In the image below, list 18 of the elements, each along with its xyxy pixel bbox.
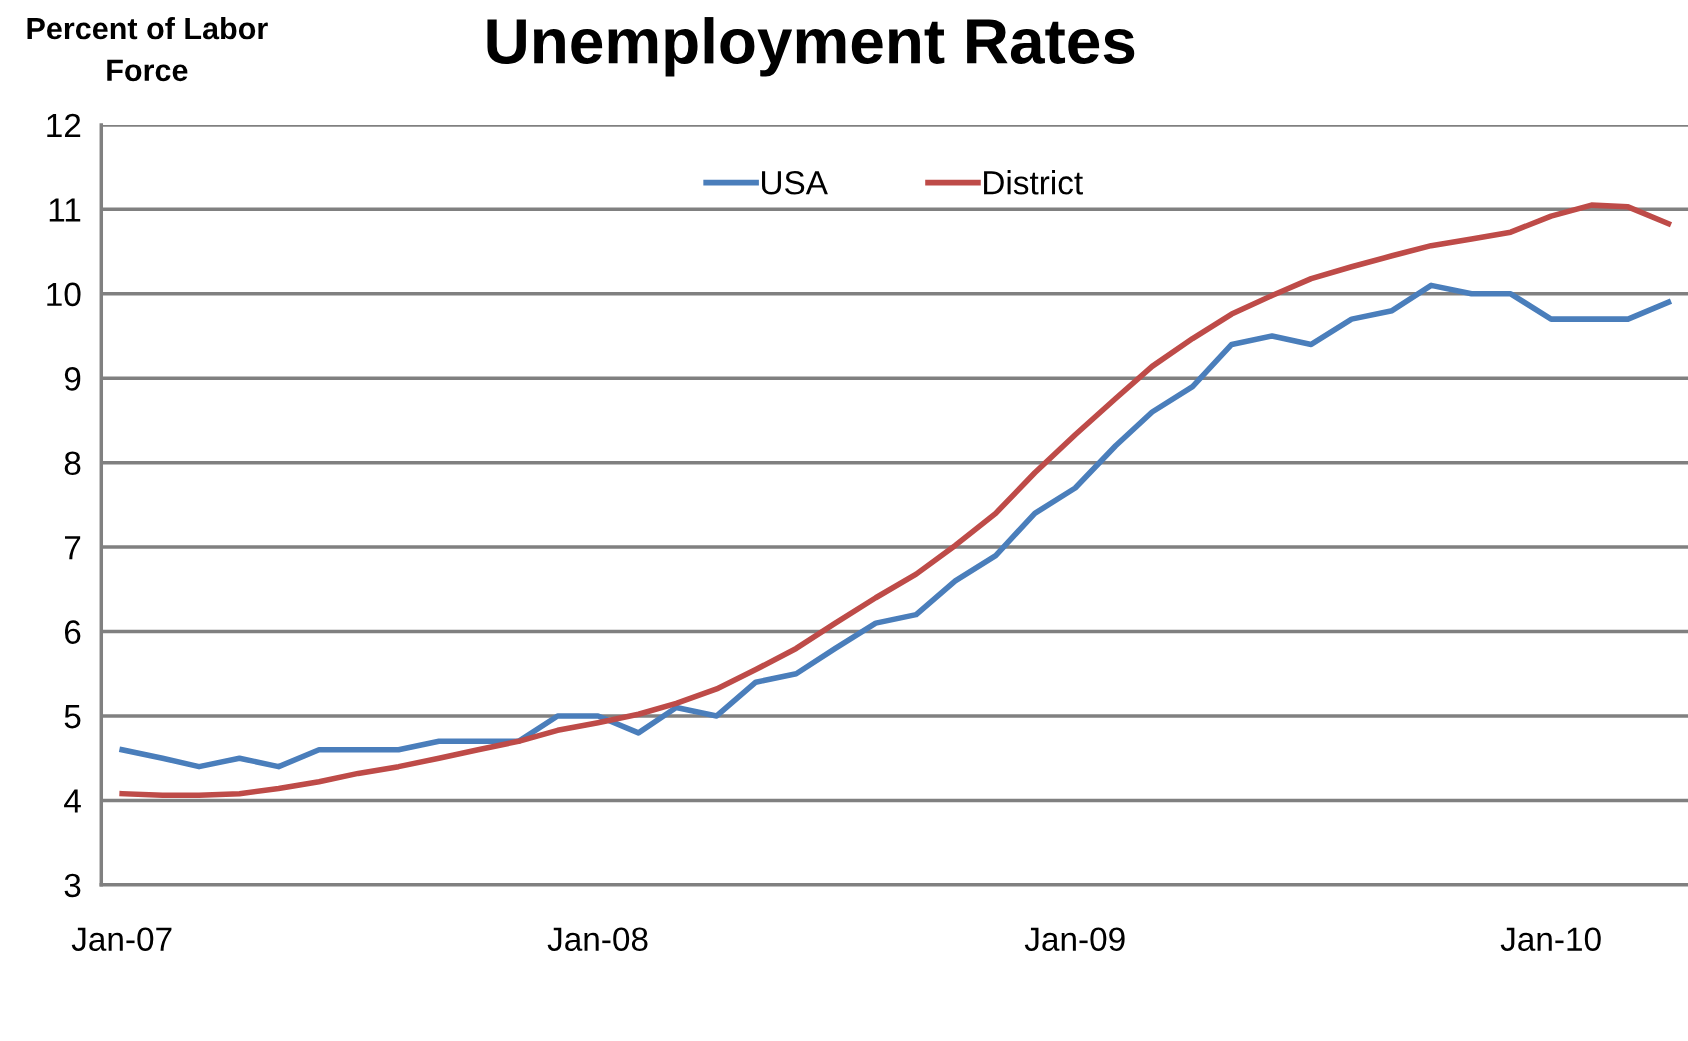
y-tick-label: 3 (64, 873, 81, 898)
chart-title: Unemployment Rates (487, 17, 1135, 77)
y-tick-label: 12 (47, 113, 81, 137)
x-tick-label: Jan-08 (547, 927, 648, 951)
y-tick-label: 10 (47, 282, 81, 307)
y-tick-label: 11 (49, 198, 81, 222)
legend-label: USA (762, 171, 828, 195)
x-tick-label: Jan-09 (1024, 927, 1125, 951)
y-axis-title: Percent of Labor Force (27, 16, 268, 82)
y-tick-label: 7 (65, 536, 81, 560)
y-tick-label: 9 (64, 367, 81, 391)
y-tick-label: 8 (64, 451, 81, 476)
legend-label: District (984, 170, 1083, 195)
y-tick-label: 6 (64, 620, 81, 644)
y-tick-label: 4 (64, 789, 81, 813)
x-tick-label: Jan-07 (71, 927, 172, 951)
x-tick-label: Jan-10 (1500, 927, 1601, 951)
y-tick-label: 5 (64, 705, 81, 729)
